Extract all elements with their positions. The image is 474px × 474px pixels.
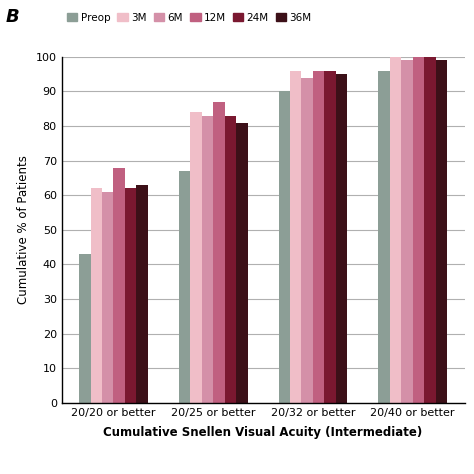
Bar [202, 116, 213, 403]
Bar [225, 116, 236, 403]
Bar [213, 102, 225, 403]
Bar [413, 57, 424, 403]
Bar [190, 112, 202, 403]
Bar [179, 171, 190, 403]
Bar [301, 78, 313, 403]
Bar [236, 123, 247, 403]
Bar [436, 60, 447, 403]
Bar [113, 168, 125, 403]
Bar [91, 188, 102, 403]
Bar [290, 71, 301, 403]
Bar [125, 188, 137, 403]
Bar [79, 254, 91, 403]
Bar [313, 71, 324, 403]
Bar [390, 57, 401, 403]
Bar [279, 91, 290, 403]
Bar [424, 57, 436, 403]
Y-axis label: Cumulative % of Patients: Cumulative % of Patients [17, 155, 30, 304]
Bar [401, 60, 413, 403]
Bar [378, 71, 390, 403]
Text: B: B [5, 9, 19, 27]
Bar [336, 74, 347, 403]
Bar [324, 71, 336, 403]
Bar [102, 192, 113, 403]
Legend: Preop, 3M, 6M, 12M, 24M, 36M: Preop, 3M, 6M, 12M, 24M, 36M [63, 9, 316, 27]
X-axis label: Cumulative Snellen Visual Acuity (Intermediate): Cumulative Snellen Visual Acuity (Interm… [103, 426, 423, 439]
Bar [137, 185, 148, 403]
